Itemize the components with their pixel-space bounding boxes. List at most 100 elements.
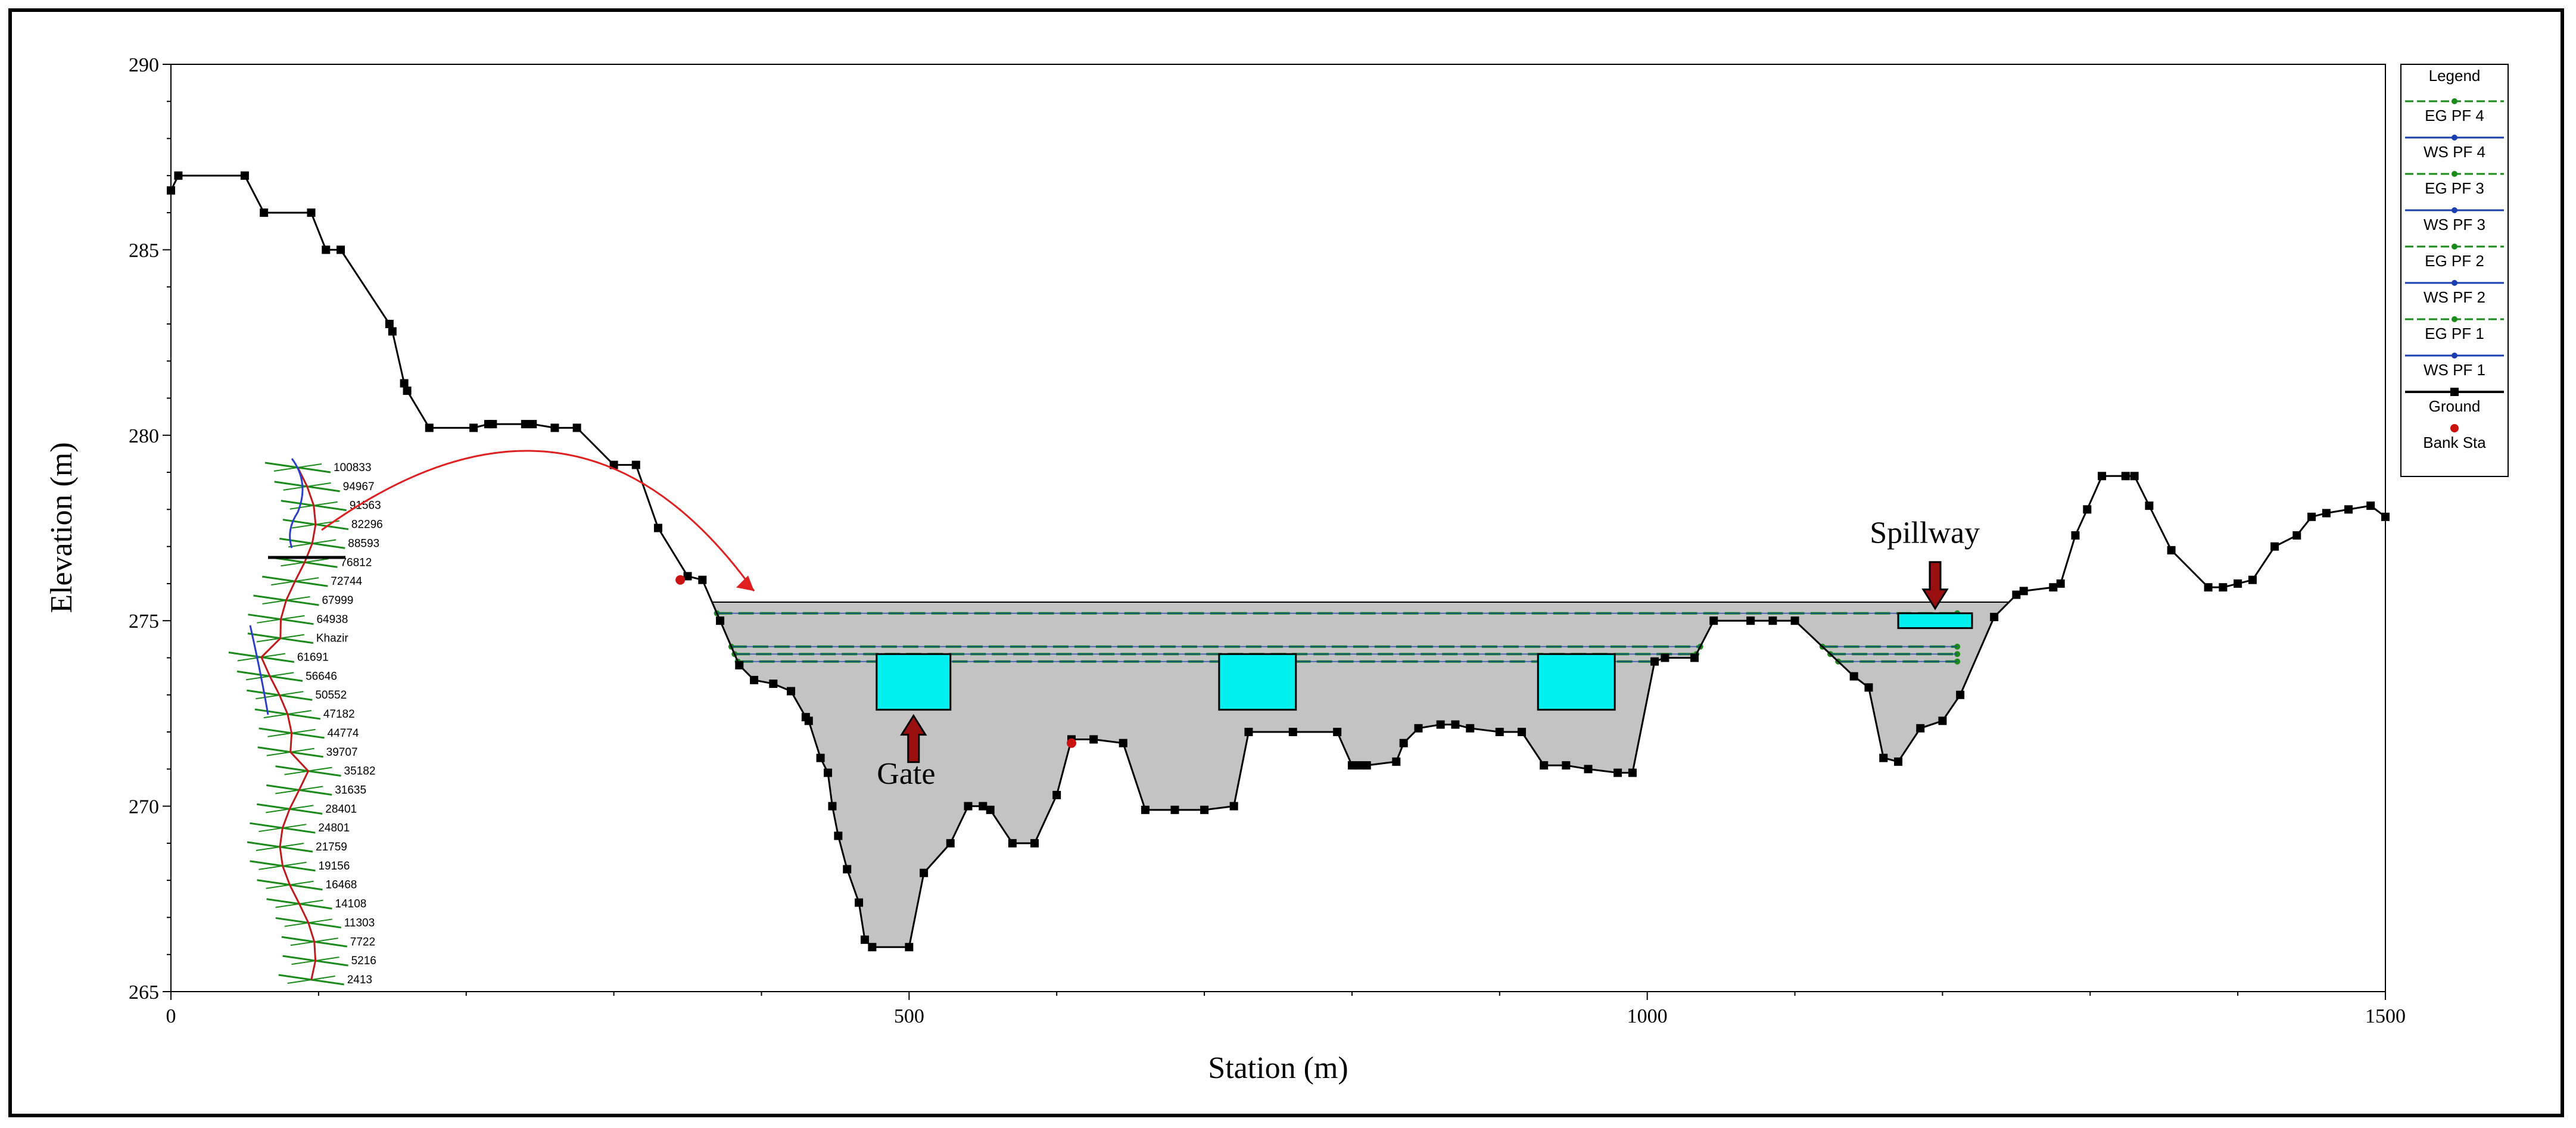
inset-label-20: 24801 [318, 822, 350, 834]
inset-label-25: 11303 [344, 917, 375, 929]
inset-label-19: 28401 [325, 803, 357, 815]
ground-point-22 [653, 524, 662, 532]
legend-label-bank-sta: Bank Sta [2423, 434, 2486, 451]
y-tick-label-3: 275 [129, 610, 159, 632]
inset-label-12: 56646 [306, 670, 337, 683]
ground-point-55 [1229, 802, 1238, 811]
inset-label-16: 39707 [326, 746, 358, 759]
x-tick-label-4: 1500 [2365, 1005, 2406, 1027]
inset-label-28: 2413 [347, 974, 372, 986]
ground-point-64 [1414, 724, 1423, 733]
inset-label-24: 14108 [335, 898, 367, 911]
ground-point-21 [631, 460, 640, 469]
ground-point-39 [868, 943, 877, 952]
inset-label-15: 44774 [328, 727, 359, 740]
inset-label-17: 35182 [344, 765, 376, 778]
ground-point-10 [400, 379, 409, 388]
ground-point-105 [2270, 542, 2279, 551]
ground-point-91 [2019, 587, 2028, 596]
legend-marker-eg-pf-4 [2452, 98, 2457, 104]
spillway-label: Spillway [1870, 516, 1980, 550]
ground-point-87 [1938, 716, 1947, 725]
plot-area [170, 64, 2386, 992]
ground-point-44 [979, 802, 988, 811]
inset-label-22: 19156 [318, 860, 350, 873]
ground-point-83 [1864, 683, 1873, 692]
inset-label-18: 31635 [335, 784, 366, 796]
ground-point-52 [1141, 805, 1150, 814]
legend-label-ws-pf-1: WS PF 1 [2424, 361, 2485, 379]
legend-marker-ws-pf-2 [2452, 280, 2457, 286]
ground-point-29 [787, 687, 796, 696]
figure-frame: 100833 94967 91563 82296 88593 76812 72744 6799… [8, 8, 2564, 1117]
ground-point-5 [307, 208, 316, 217]
ground-point-78 [1709, 616, 1718, 625]
ground-point-19 [572, 423, 581, 432]
ground-point-107 [2307, 512, 2316, 521]
ground-point-70 [1540, 761, 1549, 770]
inset-label-10: Khazir [316, 632, 349, 645]
ground-point-89 [1990, 612, 1999, 621]
inset-river [260, 467, 317, 980]
ground-point-77 [1690, 653, 1699, 662]
ground-point-7 [337, 245, 345, 254]
legend-label-ws-pf-4: WS PF 4 [2424, 143, 2485, 161]
y-tick-label-5: 285 [129, 239, 159, 261]
ground-point-3 [240, 171, 249, 180]
legend-marker-ws-pf-4 [2452, 135, 2457, 141]
ground-point-65 [1436, 720, 1445, 729]
ground-point-109 [2344, 505, 2353, 514]
legend-title: Legend [2429, 67, 2481, 85]
ground-point-103 [2234, 579, 2242, 588]
inset-label-11: 61691 [297, 652, 329, 664]
ground-point-73 [1613, 768, 1622, 777]
inset-label-14: 47182 [323, 708, 355, 721]
inset-label-1: 100833 [334, 462, 371, 474]
bank-station-point-2 [1066, 738, 1076, 748]
ground-point-62 [1392, 757, 1401, 766]
inset-tributary-2 [249, 625, 269, 715]
axes: 0 500 1000 1500 265 270 275 280 285 290 [129, 54, 2406, 1027]
ground-point-51 [1119, 739, 1127, 747]
ground-point-23 [683, 572, 692, 581]
ground-point-1 [167, 186, 175, 195]
gate-arrow [900, 713, 927, 764]
ground-point-27 [750, 675, 759, 684]
ground-point-98 [2130, 472, 2139, 481]
ground-point-110 [2366, 501, 2375, 510]
ground-point-106 [2292, 531, 2301, 540]
ground-point-60 [1355, 761, 1364, 770]
ground-point-86 [1916, 724, 1925, 733]
legend-box [2400, 64, 2509, 477]
inset-label-7: 72744 [331, 575, 362, 588]
inset-label-2: 94967 [343, 481, 375, 493]
ground-point-15 [488, 420, 497, 429]
ground-point-28 [769, 680, 778, 688]
gate-2 [1218, 653, 1297, 711]
ground-point-75 [1650, 657, 1659, 666]
spillway-arrow [1921, 561, 1949, 610]
ground-point-97 [2121, 472, 2130, 481]
ground-point-33 [824, 768, 833, 777]
legend-label-ws-pf-2: WS PF 2 [2424, 288, 2485, 306]
ground-point-8 [385, 319, 394, 328]
ground-point-72 [1584, 765, 1593, 774]
ground-point-94 [2071, 531, 2080, 540]
x-tick-label-1: 0 [166, 1005, 176, 1027]
ground-point-82 [1849, 672, 1858, 681]
inset-label-3: 91563 [350, 500, 381, 512]
ground-point-66 [1451, 720, 1460, 729]
ground-point-71 [1562, 761, 1571, 770]
ground-point-79 [1746, 616, 1755, 625]
ground-point-37 [855, 898, 864, 907]
ground-point-81 [1790, 616, 1799, 625]
ground-point-41 [920, 868, 929, 877]
inset-label-21: 21759 [316, 841, 347, 853]
ground-point-11 [403, 387, 412, 395]
legend-marker-ground [2450, 388, 2459, 396]
ground-point-2 [174, 171, 183, 180]
inset-label-4: 82296 [351, 519, 383, 531]
ground-point-90 [2012, 590, 2021, 599]
legend-label-eg-pf-1: EG PF 1 [2425, 325, 2484, 342]
ground-point-46 [1008, 839, 1017, 847]
